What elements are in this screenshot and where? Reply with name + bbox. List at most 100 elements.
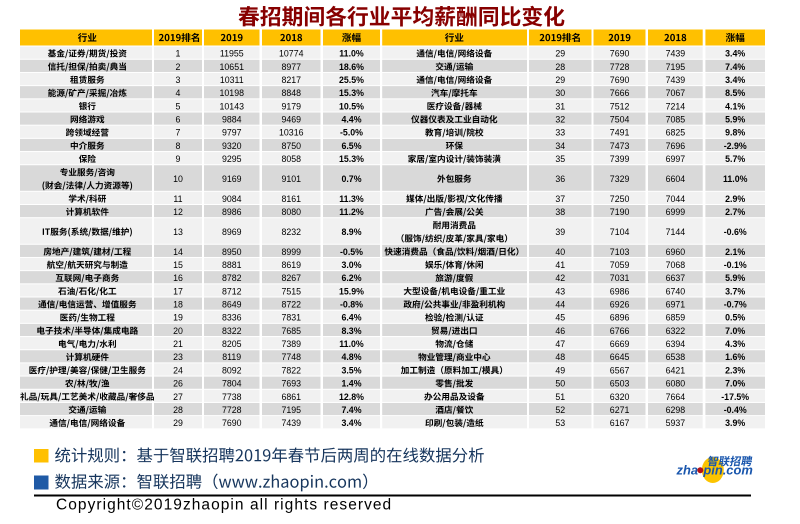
svg-text:53: 53: [555, 418, 565, 428]
svg-text:3.4%: 3.4%: [725, 49, 745, 59]
svg-text:44: 44: [555, 299, 565, 309]
svg-text:6861: 6861: [281, 392, 301, 402]
svg-text:7504: 7504: [610, 114, 630, 124]
svg-text:8092: 8092: [222, 365, 242, 375]
svg-text:7250: 7250: [610, 194, 630, 204]
svg-text:5937: 5937: [666, 418, 686, 428]
svg-text:29: 29: [555, 49, 565, 59]
svg-text:9179: 9179: [281, 101, 301, 111]
svg-text:1: 1: [176, 49, 181, 59]
svg-text:6322: 6322: [666, 326, 686, 336]
svg-text:9101: 9101: [281, 174, 301, 184]
svg-text:6421: 6421: [666, 365, 686, 375]
svg-text:6971: 6971: [666, 299, 686, 309]
svg-text:7389: 7389: [281, 339, 301, 349]
svg-text:11.2%: 11.2%: [339, 207, 364, 217]
svg-text:12.8%: 12.8%: [339, 392, 364, 402]
svg-text:7822: 7822: [281, 365, 301, 375]
svg-text:8.9%: 8.9%: [341, 227, 361, 237]
svg-text:7.0%: 7.0%: [725, 379, 745, 389]
svg-text:7738: 7738: [222, 392, 242, 402]
svg-text:8058: 8058: [281, 154, 301, 164]
svg-text:2.1%: 2.1%: [725, 247, 745, 257]
svg-text:8322: 8322: [222, 326, 242, 336]
svg-text:-0.5%: -0.5%: [340, 247, 363, 257]
svg-text:5: 5: [176, 101, 181, 111]
svg-text:-0.8%: -0.8%: [340, 299, 363, 309]
svg-text:8619: 8619: [281, 260, 301, 270]
svg-text:14: 14: [173, 247, 183, 257]
svg-text:6503: 6503: [610, 379, 630, 389]
svg-text:7491: 7491: [610, 128, 630, 138]
svg-text:7728: 7728: [222, 405, 242, 415]
svg-text:7512: 7512: [610, 101, 630, 111]
svg-text:7473: 7473: [610, 141, 630, 151]
svg-text:4.3%: 4.3%: [725, 339, 745, 349]
svg-text:7: 7: [176, 128, 181, 138]
svg-text:29: 29: [555, 75, 565, 85]
svg-text:9: 9: [176, 154, 181, 164]
svg-text:6926: 6926: [610, 299, 630, 309]
svg-text:9169: 9169: [222, 174, 242, 184]
svg-text:10198: 10198: [220, 88, 245, 98]
svg-text:7666: 7666: [610, 88, 630, 98]
svg-text:28: 28: [173, 405, 183, 415]
svg-text:5.9%: 5.9%: [725, 273, 745, 283]
svg-text:-0.1%: -0.1%: [724, 260, 747, 270]
svg-text:6896: 6896: [610, 313, 630, 323]
svg-text:8712: 8712: [222, 286, 242, 296]
svg-text:23: 23: [173, 352, 183, 362]
svg-text:9295: 9295: [222, 154, 242, 164]
svg-text:24: 24: [173, 365, 183, 375]
svg-text:7195: 7195: [281, 405, 301, 415]
svg-text:8950: 8950: [222, 247, 242, 257]
svg-text:8336: 8336: [222, 313, 242, 323]
svg-text:7068: 7068: [666, 260, 686, 270]
svg-text:7439: 7439: [666, 75, 686, 85]
svg-text:6080: 6080: [666, 379, 686, 389]
svg-text:6825: 6825: [666, 128, 686, 138]
svg-text:17: 17: [173, 286, 183, 296]
svg-text:7103: 7103: [610, 247, 630, 257]
svg-text:15: 15: [173, 260, 183, 270]
svg-text:9469: 9469: [281, 114, 301, 124]
svg-text:7214: 7214: [666, 101, 686, 111]
svg-text:3: 3: [176, 75, 181, 85]
svg-text:8267: 8267: [281, 273, 301, 283]
svg-text:8986: 8986: [222, 207, 242, 217]
svg-text:4.8%: 4.8%: [341, 352, 361, 362]
svg-text:0.7%: 0.7%: [341, 174, 361, 184]
svg-text:6986: 6986: [610, 286, 630, 296]
svg-text:10143: 10143: [220, 101, 245, 111]
svg-text:6538: 6538: [666, 352, 686, 362]
svg-text:7690: 7690: [222, 418, 242, 428]
svg-text:9084: 9084: [222, 194, 242, 204]
svg-text:39: 39: [555, 227, 565, 237]
svg-text:15.9%: 15.9%: [339, 286, 364, 296]
svg-text:7831: 7831: [281, 313, 301, 323]
svg-text:8205: 8205: [222, 339, 242, 349]
svg-text:4.4%: 4.4%: [341, 114, 361, 124]
svg-text:7104: 7104: [610, 227, 630, 237]
svg-text:5.9%: 5.9%: [725, 114, 745, 124]
svg-text:7.4%: 7.4%: [341, 405, 361, 415]
svg-text:30: 30: [555, 88, 565, 98]
svg-text:8: 8: [176, 141, 181, 151]
svg-text:7690: 7690: [610, 75, 630, 85]
svg-text:8848: 8848: [281, 88, 301, 98]
svg-text:7515: 7515: [281, 286, 301, 296]
svg-text:6740: 6740: [666, 286, 686, 296]
svg-text:10651: 10651: [220, 62, 245, 72]
svg-text:36: 36: [555, 174, 565, 184]
svg-text:50: 50: [555, 379, 565, 389]
svg-text:7696: 7696: [666, 141, 686, 151]
svg-text:9.8%: 9.8%: [725, 128, 745, 138]
svg-text:-0.6%: -0.6%: [724, 227, 747, 237]
svg-text:6637: 6637: [666, 273, 686, 283]
svg-text:7195: 7195: [666, 62, 686, 72]
svg-text:4.1%: 4.1%: [725, 101, 745, 111]
svg-text:21: 21: [173, 339, 183, 349]
svg-text:8080: 8080: [281, 207, 301, 217]
svg-text:29: 29: [173, 418, 183, 428]
svg-text:10311: 10311: [220, 75, 244, 85]
